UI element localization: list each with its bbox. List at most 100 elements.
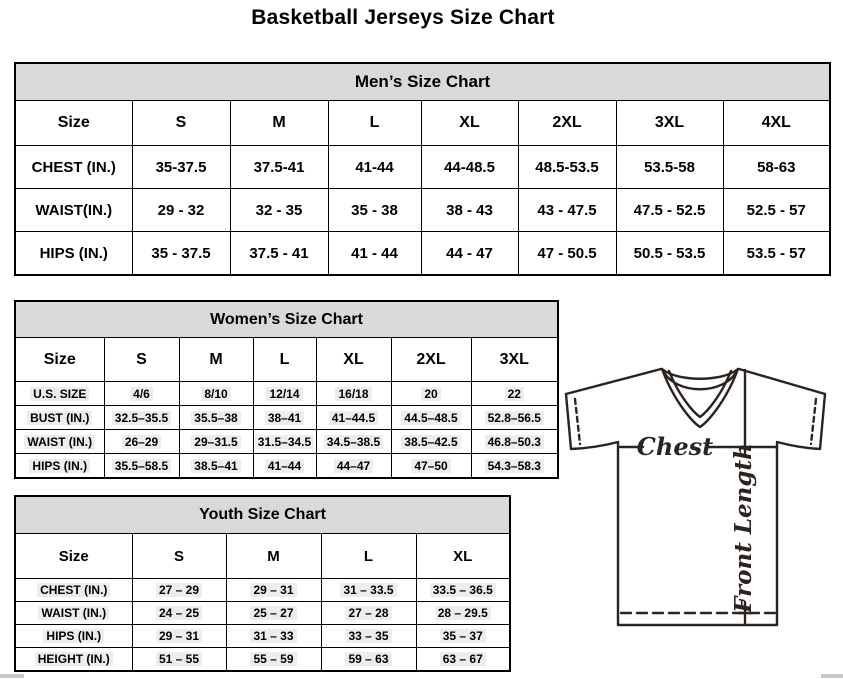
size-value-cell: 38.5–41	[178, 453, 254, 479]
page-title: Basketball Jerseys Size Chart	[251, 6, 555, 29]
size-value-cell: 25 – 27	[225, 601, 322, 625]
size-column-header: L	[252, 337, 317, 382]
size-value-cell: 47.5 - 52.5	[615, 188, 724, 232]
womens-section-title: Women’s Size Chart	[14, 300, 559, 338]
size-column-header: M	[225, 533, 322, 579]
scrollbar-fragment-right	[821, 674, 843, 678]
row-label: WAIST (IN.)	[14, 429, 105, 454]
jersey-measurement-diagram: Chest Front Length	[555, 355, 841, 651]
row-label: HEIGHT (IN.)	[14, 647, 133, 672]
size-value-cell: 27 – 29	[131, 578, 227, 602]
youth-section-title: Youth Size Chart	[14, 495, 511, 534]
womens-size-chart: Women’s Size Chart Size S M L XL 2XL 3XL U.S. …	[14, 300, 560, 479]
size-value-cell: 27 – 28	[320, 601, 417, 625]
size-value-cell: 8/10	[178, 381, 254, 406]
size-value-cell: 34.5–38.5	[315, 429, 392, 454]
size-value-cell: 29 – 31	[225, 578, 322, 602]
size-column-header: XL	[315, 337, 392, 382]
mens-size-chart: Men’s Size Chart Size S M L XL 2XL 3XL 4XL CHES…	[14, 62, 832, 276]
size-value-cell: 32 - 35	[229, 188, 329, 232]
size-value-cell: 35 – 37	[415, 624, 511, 648]
jersey-diagram-icon: Chest Front Length	[564, 367, 827, 627]
size-value-cell: 43 - 47.5	[517, 188, 617, 232]
size-value-cell: 38–41	[252, 405, 317, 430]
table-row: HIPS (IN.) 35.5–58.5 38.5–41 41–44 44–47 47–5…	[14, 453, 559, 479]
size-value-cell: 35-37.5	[131, 145, 231, 189]
table-row: WAIST(IN.) 29 - 32 32 - 35 35 - 38 38 - 43 43…	[14, 188, 831, 232]
size-value-cell: 33 – 35	[320, 624, 417, 648]
size-value-cell: 33.5 – 36.5	[415, 578, 511, 602]
size-value-cell: 48.5-53.5	[517, 145, 617, 189]
size-value-cell: 35 - 37.5	[131, 231, 231, 276]
size-value-cell: 32.5–35.5	[103, 405, 180, 430]
size-value-cell: 58-63	[722, 145, 831, 189]
collar-band	[660, 367, 740, 391]
table-row: HEIGHT (IN.) 51 – 55 55 – 59 59 – 63 63 – 67	[14, 647, 511, 672]
size-value-cell: 20	[390, 381, 472, 406]
size-value-cell: 41-44	[327, 145, 422, 189]
size-value-cell: 37.5-41	[229, 145, 329, 189]
size-value-cell: 55 – 59	[225, 647, 322, 672]
row-label: HIPS (IN.)	[14, 624, 133, 648]
size-column-header: M	[229, 100, 329, 146]
womens-column-header-row: Size S M L XL 2XL 3XL	[14, 337, 559, 382]
size-value-cell: 54.3–58.3	[470, 453, 559, 479]
row-label: CHEST (IN.)	[14, 145, 133, 189]
youth-size-chart: Youth Size Chart Size S M L XL CHEST (IN.) 27…	[14, 495, 511, 672]
table-row: HIPS (IN.) 35 - 37.5 37.5 - 41 41 - 44 44 - …	[14, 231, 831, 276]
size-value-cell: 53.5-58	[615, 145, 724, 189]
jersey-outline	[564, 367, 827, 627]
size-value-cell: 52.8–56.5	[470, 405, 559, 430]
row-label: BUST (IN.)	[14, 405, 105, 430]
chest-label: Chest	[637, 432, 713, 461]
table-row: WAIST (IN.) 26–29 29–31.5 31.5–34.5 34.5–38.…	[14, 429, 559, 454]
table-row: BUST (IN.) 32.5–35.5 35.5–38 38–41 41–44.5 44…	[14, 405, 559, 430]
size-value-cell: 59 – 63	[320, 647, 417, 672]
size-column-header: XL	[415, 533, 511, 579]
size-value-cell: 4/6	[103, 381, 180, 406]
table-row: U.S. SIZE 4/6 8/10 12/14 16/18 20 22	[14, 381, 559, 406]
size-value-cell: 31 – 33	[225, 624, 322, 648]
size-column-header: 3XL	[470, 337, 559, 382]
size-value-cell: 35.5–38	[178, 405, 254, 430]
size-value-cell: 63 – 67	[415, 647, 511, 672]
size-value-cell: 16/18	[315, 381, 392, 406]
front-length-measure-line	[737, 368, 753, 625]
size-corner-header: Size	[14, 100, 133, 146]
youth-section-header-row: Youth Size Chart	[14, 495, 511, 534]
size-value-cell: 37.5 - 41	[229, 231, 329, 276]
womens-section-header-row: Women’s Size Chart	[14, 300, 559, 338]
size-column-header: 2XL	[517, 100, 617, 146]
front-length-label: Front Length	[730, 443, 757, 614]
row-label: U.S. SIZE	[14, 381, 105, 406]
size-value-cell: 53.5 - 57	[722, 231, 831, 276]
size-value-cell: 41–44.5	[315, 405, 392, 430]
v-neck-outer	[660, 367, 740, 429]
left-sleeve-stitch	[573, 397, 582, 446]
womens-table-body: U.S. SIZE 4/6 8/10 12/14 16/18 20 22 BUST (IN.)…	[14, 381, 559, 479]
row-label: HIPS (IN.)	[14, 231, 133, 276]
mens-section-header-row: Men’s Size Chart	[14, 62, 831, 101]
size-value-cell: 29 - 32	[131, 188, 231, 232]
size-value-cell: 44-48.5	[420, 145, 519, 189]
size-column-header: 3XL	[615, 100, 724, 146]
mens-section-title: Men’s Size Chart	[14, 62, 831, 101]
size-value-cell: 47–50	[390, 453, 472, 479]
size-value-cell: 51 – 55	[131, 647, 227, 672]
scrollbar-fragment-left	[0, 674, 24, 678]
size-value-cell: 41 - 44	[327, 231, 422, 276]
size-value-cell: 44.5–48.5	[390, 405, 472, 430]
size-column-header: XL	[420, 100, 519, 146]
right-sleeve-stitch	[809, 397, 818, 446]
size-value-cell: 31.5–34.5	[252, 429, 317, 454]
youth-table-body: CHEST (IN.) 27 – 29 29 – 31 31 – 33.5 33.5 –…	[14, 578, 511, 672]
size-value-cell: 38 - 43	[420, 188, 519, 232]
size-value-cell: 22	[470, 381, 559, 406]
size-value-cell: 52.5 - 57	[722, 188, 831, 232]
youth-column-header-row: Size S M L XL	[14, 533, 511, 579]
mens-column-header-row: Size S M L XL 2XL 3XL 4XL	[14, 100, 831, 146]
size-value-cell: 46.8–50.3	[470, 429, 559, 454]
size-column-header: S	[103, 337, 180, 382]
size-value-cell: 47 - 50.5	[517, 231, 617, 276]
